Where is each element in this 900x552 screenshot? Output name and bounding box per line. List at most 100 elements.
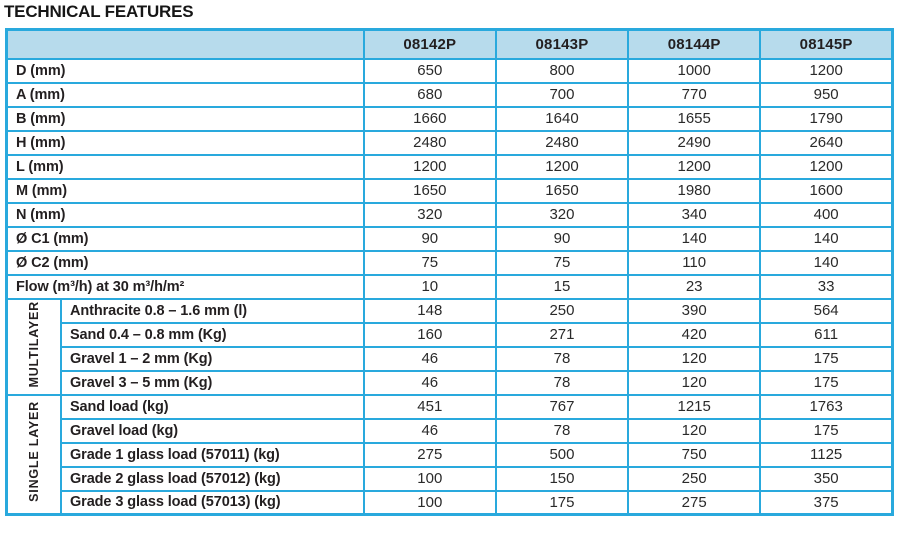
value-cell: 275 <box>362 441 497 468</box>
value-cell: 451 <box>362 393 497 420</box>
header-row: 08142P 08143P 08144P 08145P <box>5 28 894 60</box>
value-cell: 250 <box>627 465 762 492</box>
table-row: B (mm) 1660 1640 1655 1790 <box>5 105 894 132</box>
row-label: Gravel load (kg) <box>59 417 365 444</box>
value-cell: 175 <box>759 369 894 396</box>
value-cell: 1660 <box>362 105 497 132</box>
table-row: Ø C1 (mm) 90 90 140 140 <box>5 225 894 252</box>
value-cell: 120 <box>627 345 762 372</box>
value-cell: 1000 <box>627 57 762 84</box>
value-cell: 1650 <box>362 177 497 204</box>
value-cell: 350 <box>759 465 894 492</box>
row-label: Flow (m³/h) at 30 m³/h/m² <box>5 273 365 300</box>
value-cell: 1200 <box>759 153 894 180</box>
value-cell: 33 <box>759 273 894 300</box>
row-label: Gravel 1 – 2 mm (Kg) <box>59 345 365 372</box>
value-cell: 2480 <box>494 129 630 156</box>
row-label: Sand load (kg) <box>59 393 365 420</box>
group-label-text: MULTILAYER <box>26 300 41 388</box>
column-header-08144p: 08144P <box>627 28 762 60</box>
row-label: N (mm) <box>5 201 365 228</box>
value-cell: 100 <box>362 489 497 516</box>
value-cell: 700 <box>494 81 630 108</box>
row-label: Ø C1 (mm) <box>5 225 365 252</box>
table-row: MULTILAYER Anthracite 0.8 – 1.6 mm (l) 148… <box>5 297 894 396</box>
value-cell: 400 <box>759 201 894 228</box>
value-cell: 110 <box>627 249 762 276</box>
page-title: TECHNICAL FEATURES <box>4 2 194 21</box>
table-row: Flow (m³/h) at 30 m³/h/m² 10 15 23 33 <box>5 273 894 300</box>
value-cell: 2480 <box>362 129 497 156</box>
value-cell: 2640 <box>759 129 894 156</box>
table-row: SINGLE LAYER Sand load (kg) 451 767 1215 1763 <box>5 393 894 516</box>
table-row: Grade 3 glass load (57013) (kg) 100 175 275… <box>7 489 894 516</box>
value-cell: 78 <box>494 417 630 444</box>
value-cell: 800 <box>494 57 630 84</box>
value-cell: 500 <box>494 441 630 468</box>
value-cell: 150 <box>494 465 630 492</box>
value-cell: 271 <box>494 321 630 348</box>
row-label: A (mm) <box>5 81 365 108</box>
column-header-08145p: 08145P <box>759 28 894 60</box>
row-label: D (mm) <box>5 57 365 84</box>
value-cell: 140 <box>759 249 894 276</box>
value-cell: 1125 <box>759 441 894 468</box>
value-cell: 275 <box>627 489 762 516</box>
value-cell: 23 <box>627 273 762 300</box>
value-cell: 148 <box>362 297 497 324</box>
value-cell: 1200 <box>759 57 894 84</box>
value-cell: 1200 <box>627 153 762 180</box>
corner-cell <box>5 28 365 60</box>
value-cell: 1980 <box>627 177 762 204</box>
row-label: Grade 1 glass load (57011) (kg) <box>59 441 365 468</box>
value-cell: 564 <box>759 297 894 324</box>
value-cell: 120 <box>627 369 762 396</box>
value-cell: 750 <box>627 441 762 468</box>
value-cell: 75 <box>362 249 497 276</box>
value-cell: 340 <box>627 201 762 228</box>
value-cell: 680 <box>362 81 497 108</box>
value-cell: 175 <box>494 489 630 516</box>
value-cell: 950 <box>759 81 894 108</box>
table-row: A (mm) 680 700 770 950 <box>5 81 894 108</box>
row-label: L (mm) <box>5 153 365 180</box>
value-cell: 100 <box>362 465 497 492</box>
table-row: N (mm) 320 320 340 400 <box>5 201 894 228</box>
value-cell: 46 <box>362 345 497 372</box>
technical-features-table: 08142P 08143P 08144P 08145P D (mm) 650 800… <box>5 28 894 516</box>
table-row: Gravel load (kg) 46 78 120 175 <box>7 417 894 444</box>
value-cell: 375 <box>759 489 894 516</box>
value-cell: 1200 <box>362 153 497 180</box>
row-label: B (mm) <box>5 105 365 132</box>
row-label: M (mm) <box>5 177 365 204</box>
group-label: SINGLE LAYER <box>5 393 62 516</box>
value-cell: 78 <box>494 345 630 372</box>
row-label: Ø C2 (mm) <box>5 249 365 276</box>
table-row: L (mm) 1200 1200 1200 1200 <box>5 153 894 180</box>
value-cell: 175 <box>759 345 894 372</box>
row-label: Grade 2 glass load (57012) (kg) <box>59 465 365 492</box>
value-cell: 390 <box>627 297 762 324</box>
value-cell: 1655 <box>627 105 762 132</box>
value-cell: 1200 <box>494 153 630 180</box>
value-cell: 250 <box>494 297 630 324</box>
value-cell: 1215 <box>627 393 762 420</box>
table-row: Grade 2 glass load (57012) (kg) 100 150 250… <box>7 465 894 492</box>
row-label: Anthracite 0.8 – 1.6 mm (l) <box>59 297 365 324</box>
value-cell: 770 <box>627 81 762 108</box>
value-cell: 1763 <box>759 393 894 420</box>
column-header-08143p: 08143P <box>494 28 630 60</box>
value-cell: 120 <box>627 417 762 444</box>
column-header-08142p: 08142P <box>362 28 497 60</box>
value-cell: 46 <box>362 369 497 396</box>
value-cell: 767 <box>494 393 630 420</box>
value-cell: 1640 <box>494 105 630 132</box>
row-label: Grade 3 glass load (57013) (kg) <box>59 489 365 516</box>
table-body: D (mm) 650 800 1000 1200 A (mm) 680 700 770 950 B … <box>5 57 894 516</box>
value-cell: 15 <box>494 273 630 300</box>
row-label: Sand 0.4 – 0.8 mm (Kg) <box>59 321 365 348</box>
value-cell: 10 <box>362 273 497 300</box>
value-cell: 1650 <box>494 177 630 204</box>
table-row: Gravel 3 – 5 mm (Kg) 46 78 120 175 <box>7 369 894 396</box>
value-cell: 75 <box>494 249 630 276</box>
